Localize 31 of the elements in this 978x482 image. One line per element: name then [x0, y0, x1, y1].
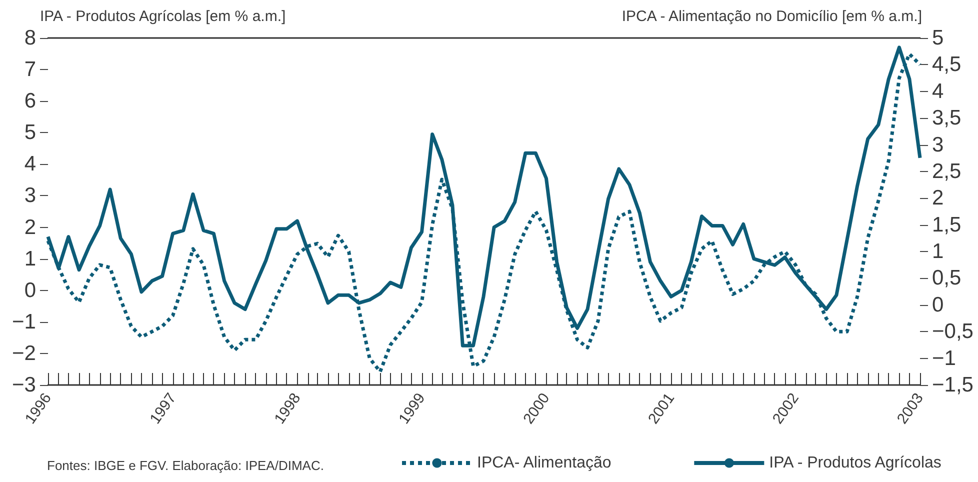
legend-label: IPA - Produtos Agrícolas: [769, 454, 942, 472]
y2-tick-label: 2: [932, 186, 944, 210]
y2-tick-label: 4: [932, 80, 944, 103]
y-axis-title: IPA - Produtos Agrícolas [em % a.m.]: [40, 8, 286, 25]
y-tick-label: 1: [24, 247, 36, 270]
y2-tick-label: 3,5: [932, 106, 962, 130]
y2-tick-label: 4,5: [932, 53, 962, 76]
y2-tick-label: 1,5: [932, 213, 962, 236]
y-tick-label: 2: [24, 216, 36, 239]
y2-tick-label: 0: [932, 293, 944, 316]
y-tick-label: 6: [24, 90, 36, 113]
y2-tick-label: −1: [932, 346, 956, 370]
text: Fontes: IBGE e FGV. Elaboração: IPEA/DIMAC.: [47, 458, 324, 473]
y-tick-label: 5: [24, 121, 36, 144]
y-tick-label: −1: [12, 310, 36, 334]
y-tick-label: 4: [24, 152, 36, 176]
y-tick-label: −2: [12, 342, 36, 365]
y2-tick-label: 1: [932, 240, 944, 264]
y-tick-label: 3: [24, 184, 36, 208]
y2-tick-label: 5: [932, 26, 944, 50]
y2-axis-title: IPCA - Alimentação no Domicílio [em % a.m.]: [622, 8, 922, 25]
y2-tick-label: −1,5: [932, 374, 974, 396]
y-tick-label: 0: [24, 278, 36, 302]
y2-tick-label: 2,5: [932, 160, 962, 183]
y2-tick-label: −0,5: [932, 320, 974, 344]
y2-tick-label: 3: [932, 133, 944, 156]
y2-tick-label: 0,5: [932, 266, 962, 290]
legend-label: IPCA- Alimentação: [477, 454, 612, 472]
y-tick-label: 7: [24, 58, 36, 82]
y-tick-label: 8: [24, 26, 36, 50]
y-tick-label: −3: [12, 374, 36, 396]
